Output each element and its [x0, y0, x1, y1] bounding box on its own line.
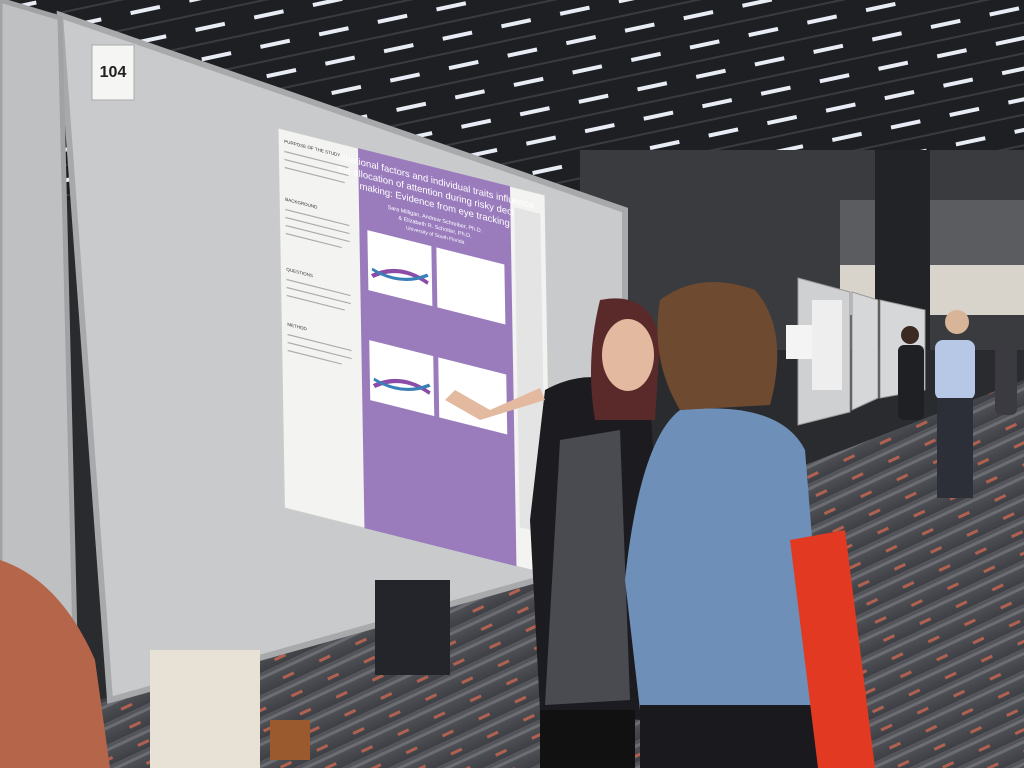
board [851, 291, 879, 411]
poster: Situational factors and individual trait… [277, 127, 552, 576]
wall-band [840, 200, 1024, 270]
background-people [898, 310, 1017, 498]
figure [369, 340, 435, 417]
booth-sign [91, 44, 135, 101]
body-text [284, 150, 352, 365]
section-heading: METHOD [287, 322, 307, 332]
booth-number: 104 [100, 64, 127, 81]
people [0, 282, 875, 768]
red-bag [790, 530, 875, 768]
section-heading: QUESTIONS [286, 267, 313, 279]
figure [436, 247, 506, 325]
distant-poster [812, 300, 842, 390]
figure [367, 230, 433, 307]
side-board [0, 0, 78, 644]
sign [786, 325, 812, 359]
